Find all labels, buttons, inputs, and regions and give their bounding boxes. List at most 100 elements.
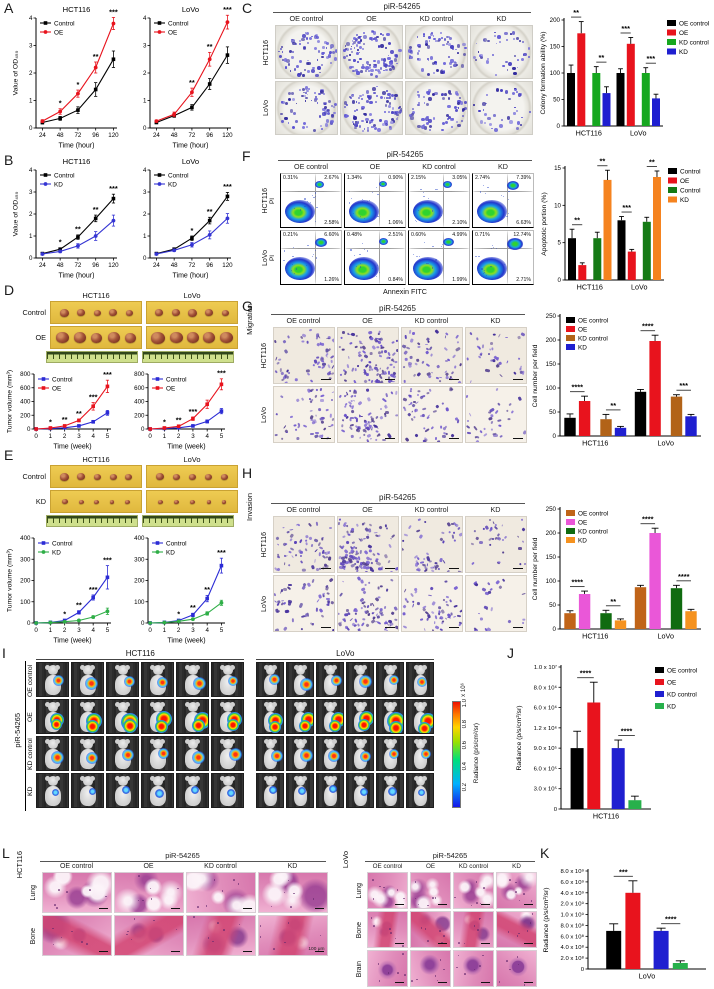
- svg-text:800: 800: [20, 371, 31, 378]
- svg-text:Control: Control: [168, 20, 189, 27]
- mouse-image: [286, 736, 315, 771]
- ruler-photo: [142, 351, 234, 363]
- tumor-specimen: [155, 309, 164, 316]
- row-label-text: LoVo: [261, 249, 269, 266]
- column-label: KD: [490, 316, 501, 326]
- column-label: KD: [496, 14, 507, 24]
- svg-text:1: 1: [49, 433, 53, 440]
- svg-text:*: *: [49, 417, 52, 426]
- svg-text:**: **: [189, 78, 195, 87]
- column-label: OE: [362, 505, 373, 515]
- mice-group-title: HCT116: [36, 649, 245, 660]
- svg-text:**: **: [207, 207, 213, 216]
- svg-text:5: 5: [106, 627, 110, 634]
- tumor-row-label: OE: [35, 333, 46, 342]
- image-row: Bone 100 μm: [28, 915, 328, 957]
- mouse-image: [176, 699, 210, 734]
- svg-text:150: 150: [545, 554, 556, 561]
- svg-text:Control: Control: [54, 20, 75, 27]
- tumor-row-label: Control: [22, 472, 46, 481]
- svg-text:1.2 x 10⁶: 1.2 x 10⁶: [534, 725, 558, 732]
- tumor-photo-strip: [50, 465, 142, 488]
- mouse-head: [355, 739, 365, 750]
- image-row: Bone: [353, 911, 537, 949]
- svg-text:***: ***: [89, 392, 98, 401]
- panel-H: H Invasion piR-54265 OE control OE KD contro…: [240, 453, 714, 645]
- column-label: OE: [369, 162, 381, 172]
- mouse-head: [385, 776, 395, 787]
- svg-text:***: ***: [103, 555, 112, 564]
- mouse-head: [152, 776, 164, 787]
- tumor-specimen: [219, 332, 233, 343]
- colorbar-axis-text: Radiance (p/s/cm²/sr): [473, 722, 480, 784]
- row-label: LoVo PI: [260, 230, 278, 285]
- svg-text:200: 200: [134, 578, 145, 585]
- tumor-specimen: [107, 332, 120, 343]
- line-chart: 0 100 200 300 400 0 1 2 3 4 5 Time (week) Control KD *…: [134, 535, 226, 644]
- mouse-image: [286, 699, 315, 734]
- svg-text:300: 300: [134, 556, 145, 563]
- flow-plot: 0.21% 6.60% 1.26%: [280, 230, 342, 286]
- svg-text:5: 5: [220, 627, 224, 634]
- mouse-head: [265, 702, 275, 713]
- svg-text:HCT116: HCT116: [63, 157, 91, 166]
- column-headers: OE control OE KD control KD: [258, 316, 527, 325]
- svg-text:***: ***: [621, 24, 630, 33]
- svg-text:**: **: [62, 415, 68, 424]
- title-rule: [39, 861, 326, 863]
- mouse-image: [256, 699, 285, 734]
- svg-text:**: **: [75, 225, 81, 234]
- mouse-image: [346, 736, 375, 771]
- svg-text:Apoptotic portion (%): Apoptotic portion (%): [541, 192, 548, 255]
- colony-image: [405, 81, 468, 136]
- svg-text:***: ***: [217, 369, 226, 378]
- svg-text:OE: OE: [578, 519, 587, 526]
- hct116-label: HCT116: [15, 851, 24, 879]
- mouse-group-label: OE control: [26, 664, 34, 697]
- quad-ur-pct: 2.51%: [388, 232, 403, 239]
- column-label: KD: [490, 505, 501, 515]
- svg-text:24: 24: [39, 262, 46, 269]
- svg-text:2: 2: [29, 70, 33, 77]
- svg-text:96: 96: [206, 262, 213, 269]
- panel-G-migration-images: Migration piR-54265 OE control OE KD control…: [245, 304, 527, 445]
- svg-text:0: 0: [29, 125, 33, 132]
- svg-text:Time (hour): Time (hour): [173, 143, 209, 150]
- flow-plot: 0.60% 4.99% 1.99%: [408, 230, 470, 286]
- tumor-photo-strip: [146, 301, 238, 324]
- svg-text:LoVo: LoVo: [182, 5, 199, 14]
- row-label-text: HCT116: [261, 188, 269, 214]
- histology-image: [257, 872, 328, 914]
- svg-text:1: 1: [29, 98, 33, 105]
- mouse-group-label: OE: [26, 712, 34, 723]
- svg-text:**: **: [76, 600, 82, 609]
- svg-text:KD control: KD control: [679, 39, 709, 46]
- tumor-specimen: [158, 499, 164, 504]
- svg-text:2.0 x 10⁹: 2.0 x 10⁹: [561, 901, 585, 908]
- mice-row: [36, 773, 245, 808]
- svg-text:Control: Control: [168, 172, 189, 179]
- tumor-specimen: [109, 309, 117, 316]
- quad-ul-pct: 1.34%: [347, 175, 362, 182]
- tumor-specimen: [78, 499, 84, 504]
- svg-text:400: 400: [20, 535, 31, 542]
- svg-text:LoVo: LoVo: [657, 439, 673, 448]
- svg-text:**: **: [176, 415, 182, 424]
- colony-grid: piR-54265 OE control OE KD control KD HCT116 L…: [260, 2, 533, 137]
- mouse-image: [256, 773, 285, 808]
- mouse-image: [106, 699, 140, 734]
- photo-column-titles: HCT116 LoVo: [6, 455, 240, 464]
- quad-lr-pct: 6.63%: [516, 220, 531, 227]
- mouse-head: [415, 776, 425, 787]
- column-label: OE: [143, 863, 154, 871]
- svg-text:LoVo: LoVo: [631, 283, 647, 292]
- quad-ul-pct: 2.15%: [411, 175, 426, 182]
- svg-text:24: 24: [153, 132, 160, 139]
- svg-text:OE: OE: [578, 326, 587, 333]
- svg-text:48: 48: [57, 132, 64, 139]
- svg-text:OE control: OE control: [578, 510, 608, 517]
- quad-lr-pct: 1.26%: [324, 277, 339, 284]
- svg-text:4: 4: [29, 167, 33, 174]
- tumor-row: KD: [6, 490, 240, 513]
